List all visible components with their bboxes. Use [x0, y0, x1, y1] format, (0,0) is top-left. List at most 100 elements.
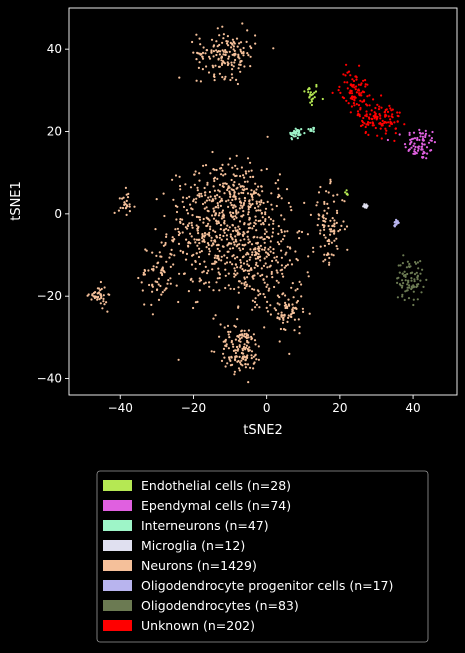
data-point-series-7: [361, 124, 364, 127]
data-point-series-4: [233, 204, 236, 207]
data-point-series-7: [362, 116, 365, 120]
data-point-series-7: [359, 99, 362, 102]
data-point-series-4: [216, 254, 219, 258]
data-point-series-4: [107, 293, 110, 296]
data-point-series-4: [254, 353, 257, 356]
data-point-series-4: [255, 261, 258, 264]
data-point-series-4: [287, 314, 290, 317]
data-point-series-4: [265, 285, 268, 288]
data-point-series-4: [221, 209, 225, 212]
data-point-series-4: [98, 298, 101, 301]
data-point-series-7: [391, 116, 394, 119]
data-point-series-6: [401, 284, 404, 287]
data-point-series-4: [184, 226, 187, 229]
data-point-series-4: [229, 261, 232, 264]
data-point-series-4: [316, 201, 319, 204]
data-point-series-4: [296, 231, 299, 234]
data-point-series-1: [413, 152, 416, 155]
data-point-series-4: [252, 333, 255, 336]
data-point-series-4: [341, 199, 344, 202]
data-point-series-7: [353, 104, 356, 107]
data-point-series-4: [253, 339, 257, 342]
data-point-series-1: [431, 130, 434, 134]
data-point-series-4: [261, 248, 264, 251]
data-point-series-4: [217, 257, 220, 260]
data-point-series-4: [231, 211, 234, 214]
data-point-series-4: [165, 235, 168, 238]
data-point-series-4: [213, 195, 217, 198]
data-point-series-4: [212, 217, 216, 220]
data-point-series-4: [230, 178, 233, 182]
data-point-series-7: [338, 85, 341, 88]
data-point-series-4: [179, 188, 182, 191]
data-point-series-1: [408, 133, 411, 136]
data-point-series-4: [243, 343, 246, 346]
data-point-series-4: [118, 197, 121, 200]
data-point-series-4: [222, 37, 225, 40]
data-point-series-2: [310, 129, 313, 132]
data-point-series-4: [234, 53, 237, 56]
data-point-series-2: [290, 138, 294, 141]
data-point-series-7: [359, 108, 362, 111]
data-point-series-7: [366, 104, 369, 107]
data-point-series-1: [424, 129, 427, 132]
data-point-series-0: [345, 189, 348, 192]
data-point-series-4: [280, 314, 283, 317]
data-point-series-4: [278, 243, 281, 246]
data-point-series-4: [216, 277, 219, 280]
data-point-series-4: [182, 205, 186, 209]
data-point-series-4: [249, 256, 252, 259]
legend-swatch: [103, 600, 132, 611]
data-point-series-4: [169, 265, 172, 268]
data-point-series-4: [91, 293, 94, 296]
data-point-series-4: [245, 40, 248, 44]
data-point-series-7: [378, 113, 381, 116]
data-point-series-4: [234, 205, 237, 208]
data-point-series-4: [243, 180, 247, 183]
data-point-series-4: [282, 275, 285, 278]
data-point-series-4: [186, 224, 189, 227]
data-point-series-4: [232, 241, 235, 244]
data-point-series-4: [241, 185, 244, 188]
data-point-series-2: [312, 126, 315, 129]
data-point-series-4: [201, 51, 205, 55]
data-point-series-1: [426, 152, 429, 155]
data-point-series-4: [253, 361, 256, 364]
data-point-series-4: [246, 354, 249, 357]
data-point-series-4: [331, 224, 335, 227]
data-point-series-4: [210, 239, 213, 242]
data-point-series-4: [246, 235, 249, 238]
data-point-series-4: [337, 230, 340, 233]
data-point-series-4: [238, 220, 242, 223]
data-point-series-7: [343, 81, 346, 84]
data-point-series-6: [406, 260, 409, 263]
data-point-series-4: [211, 199, 215, 202]
data-point-series-4: [216, 247, 219, 250]
data-point-series-4: [290, 313, 293, 316]
data-point-series-3: [363, 203, 366, 206]
data-point-series-6: [404, 279, 407, 282]
data-point-series-2: [300, 128, 303, 131]
data-point-series-4: [238, 247, 241, 250]
data-point-series-4: [198, 179, 201, 182]
data-point-series-4: [170, 248, 173, 251]
data-point-series-4: [246, 231, 249, 234]
data-point-series-4: [202, 238, 205, 241]
data-point-series-4: [318, 214, 321, 217]
data-point-series-4: [195, 33, 198, 36]
data-point-series-4: [236, 45, 239, 48]
data-point-series-4: [257, 345, 260, 348]
data-point-series-7: [374, 106, 377, 110]
data-point-series-4: [237, 53, 240, 56]
data-point-series-4: [280, 240, 283, 243]
data-point-series-4: [242, 51, 245, 55]
data-point-series-7: [337, 89, 340, 92]
data-point-series-4: [238, 344, 241, 347]
data-point-series-4: [261, 190, 264, 193]
data-point-series-4: [293, 318, 296, 321]
data-point-series-4: [240, 166, 243, 169]
data-point-series-4: [329, 219, 332, 222]
data-point-series-4: [281, 321, 285, 324]
data-point-series-4: [259, 236, 262, 239]
data-point-series-4: [214, 260, 217, 263]
